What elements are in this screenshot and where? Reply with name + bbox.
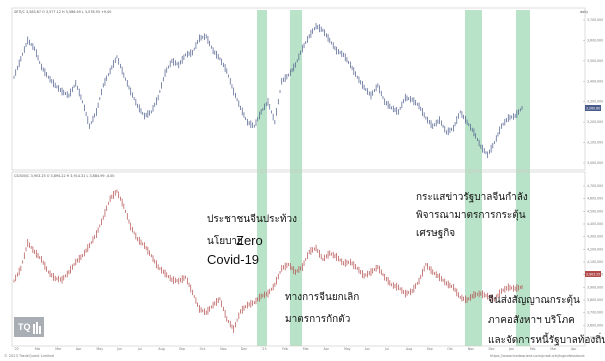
top-y-axis: 3,700,000 3,600,000 3,500,000 3,400,000 3,30… — [583, 18, 603, 165]
svg-text:3,260.80: 3,260.80 — [586, 106, 600, 110]
footer-url: https://www.tradequest.com/products/tqpr… — [490, 354, 585, 358]
top-last-value-tag: 3,260.80 — [585, 105, 601, 111]
x-tick-label: Feb — [35, 347, 41, 351]
x-tick-label: Aug — [158, 347, 164, 351]
annotation-stimulus-line2: พิจารณามาตรการกระตุ้น — [416, 209, 526, 221]
x-tick-label: Feb — [530, 347, 536, 351]
top-series-seti — [13, 22, 523, 159]
bottom-y-axis: 4,700,000 4,600,000 4,500,000 4,400,000 4,30… — [583, 184, 603, 340]
annotation-zero-covid-line2-bold: Zero — [236, 233, 263, 248]
y-tick-label: 4,400,000 — [587, 222, 603, 226]
bottom-pane-header: CSI300/C 3,903.25 O 3,894.22 H 3,914.31 … — [14, 174, 114, 178]
annotation-zero-covid-line1: ประชาชนจีนประท้วง — [207, 213, 297, 225]
x-tick-label: Apr — [571, 347, 577, 351]
highlight-bands — [257, 10, 530, 346]
highlight-band-stimulus-rumor — [465, 10, 482, 346]
annotation-reopening-line2: มาตรการกักตัว — [285, 314, 350, 325]
annotation-stimulus-line3: เศรษฐกิจ — [416, 228, 455, 239]
x-tick-label: Sep — [427, 347, 433, 351]
top-pane-frame — [11, 7, 586, 171]
x-tick-label: '23 — [262, 347, 267, 351]
svg-text:3,903.25: 3,903.25 — [586, 272, 600, 276]
x-tick-label: Jul — [384, 347, 389, 351]
x-axis: '22 Feb Mar Apr May Jun Jul Aug Sep Oct Nov Dec '23 F… — [14, 347, 577, 351]
x-tick-label: May — [344, 347, 351, 351]
y-tick-label: 3,600,000 — [587, 38, 603, 42]
annotation-zero-covid: ประชาชนจีนประท้วง นโยบาย Zero Covid-19 — [207, 213, 297, 267]
x-tick-label: Mar — [55, 347, 62, 351]
annotation-stimulus-line1: กระแสข่าวรัฐบาลจีนกำลัง — [416, 191, 528, 203]
annotation-budget: จีนส่งสัญญาณกระตุ้น ภาคอสังหาฯ บริโภค แล… — [488, 294, 605, 346]
y-tick-label: 3,400,000 — [587, 79, 603, 83]
x-tick-label: '22 — [14, 347, 19, 351]
tq-logo: TQ — [14, 317, 44, 337]
annotation-reopening-line1: ทางการจีนยกเลิก — [285, 291, 359, 303]
y-tick-label: 4,600,000 — [587, 197, 603, 201]
y-tick-label: 4,700,000 — [587, 184, 603, 188]
x-tick-label: Nov — [220, 347, 226, 351]
annotation-budget-line3: และจัดการหนี้รัฐบาลท้องถิ่น — [488, 332, 605, 346]
x-tick-label: Jul — [137, 347, 142, 351]
x-tick-label: Jun — [116, 347, 122, 351]
footer-copyright: © 2023 TradeQuest Limited — [4, 354, 54, 358]
y-tick-label: 4,300,000 — [587, 235, 603, 239]
y-tick-label: 3,100,000 — [587, 141, 603, 145]
x-tick-label: Nov — [468, 347, 474, 351]
bottom-series-csi300 — [13, 189, 523, 334]
x-tick-label: Apr — [76, 347, 82, 351]
y-tick-label: 3,700,000 — [587, 311, 603, 315]
x-tick-label: May — [97, 347, 104, 351]
x-tick-label: Jan — [508, 347, 514, 351]
annotation-reopening: ทางการจีนยกเลิก มาตรการกักตัว — [285, 291, 359, 325]
y-tick-label: 3,200,000 — [587, 120, 603, 124]
y-tick-label: 3,800,000 — [587, 298, 603, 302]
y-tick-label: 4,500,000 — [587, 209, 603, 213]
x-tick-label: Apr — [323, 347, 329, 351]
highlight-band-reopening — [290, 10, 302, 346]
y-tick-label: 3,600,000 — [587, 323, 603, 327]
x-tick-label: Mar — [303, 347, 310, 351]
annotation-zero-covid-line3: Covid-19 — [207, 252, 259, 267]
bottom-pane-frame — [11, 171, 586, 347]
top-pane-units-label: daily — [580, 10, 588, 14]
y-tick-label: 3,500,000 — [587, 59, 603, 63]
x-tick-label: Feb — [282, 347, 288, 351]
x-tick-label: Dec — [488, 347, 494, 351]
y-tick-label: 4,200,000 — [587, 247, 603, 251]
y-tick-label: 3,900,000 — [587, 285, 603, 289]
annotation-stimulus: กระแสข่าวรัฐบาลจีนกำลัง พิจารณามาตรการกร… — [416, 191, 528, 239]
highlight-band-july-politburo — [516, 10, 530, 346]
x-tick-label: Oct — [447, 347, 453, 351]
y-tick-label: 4,100,000 — [587, 260, 603, 264]
x-tick-label: Dec — [241, 347, 247, 351]
x-tick-label: Aug — [406, 347, 412, 351]
x-tick-label: Jun — [364, 347, 370, 351]
svg-text:TQ: TQ — [18, 322, 31, 332]
y-tick-label: 3,000,000 — [587, 161, 603, 165]
top-pane-header: SETI/C 3,583.67 O 3,577.12 H 3,586.49 L … — [14, 10, 111, 14]
x-tick-label: Oct — [200, 347, 206, 351]
highlight-band-zero-covid-protest — [257, 10, 267, 346]
annotation-zero-covid-line2: นโยบาย — [207, 234, 243, 247]
x-tick-label: Mar — [550, 347, 557, 351]
y-tick-label: 3,500,000 — [587, 336, 603, 340]
bottom-last-value-tag: 3,903.25 — [585, 271, 601, 277]
annotation-budget-line2: ภาคอสังหาฯ บริโภค — [488, 313, 575, 326]
x-tick-label: Sep — [179, 347, 185, 351]
y-tick-label: 3,700,000 — [587, 18, 603, 22]
y-tick-label: 3,300,000 — [587, 100, 603, 104]
annotation-budget-line1: จีนส่งสัญญาณกระตุ้น — [488, 294, 580, 306]
